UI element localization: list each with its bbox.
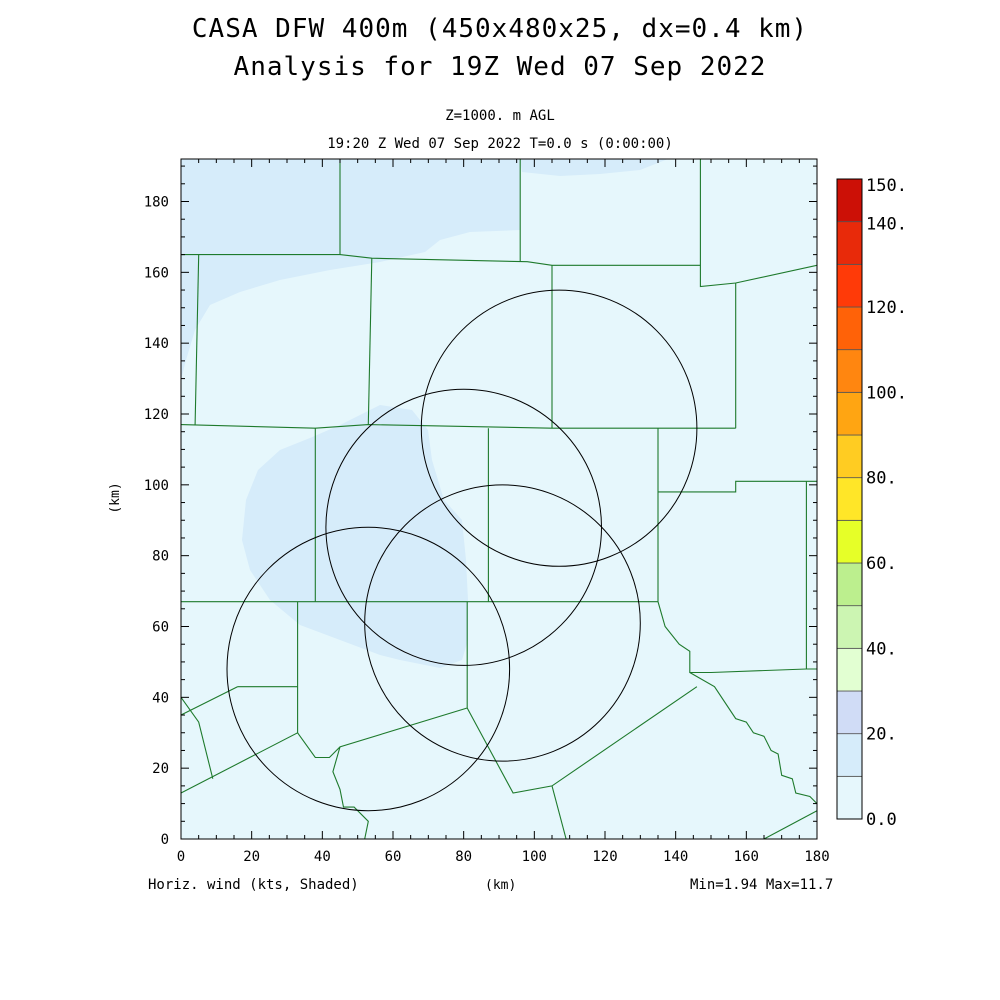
x-tick-label-80: 80 bbox=[455, 849, 472, 865]
x-tick-label-140: 140 bbox=[663, 849, 688, 865]
wind-contour-north bbox=[181, 159, 520, 380]
colorbar-label-1: 20. bbox=[866, 725, 897, 745]
y-tick-label-80: 80 bbox=[152, 549, 169, 565]
colorbar-swatch-7 bbox=[836, 477, 863, 521]
y-tick-label-160: 160 bbox=[144, 265, 169, 281]
county-line-22 bbox=[657, 601, 807, 674]
radar-ring-3 bbox=[226, 526, 511, 812]
chart-subtitle: Analysis for 19Z Wed 07 Sep 2022 bbox=[233, 52, 767, 82]
y-tick-label-100: 100 bbox=[144, 478, 169, 494]
field-min-max: Min=1.94 Max=11.7 bbox=[690, 877, 834, 893]
colorbar-swatch-9 bbox=[836, 391, 863, 436]
colorbar-swatch-1 bbox=[836, 733, 863, 777]
county-line-19 bbox=[181, 696, 214, 779]
colorbar-swatch-13 bbox=[836, 221, 863, 265]
level-label: Z=1000. m AGL bbox=[445, 108, 555, 124]
county-line-7 bbox=[699, 159, 817, 288]
x-tick-label-120: 120 bbox=[592, 849, 617, 865]
colorbar-frame bbox=[836, 178, 863, 820]
x-axis: 0 20 40 60 80 100 120 140 160 180 bbox=[177, 159, 830, 865]
wind-contour-upper bbox=[181, 159, 668, 176]
county-line-24 bbox=[763, 810, 817, 839]
colorbar-swatch-3 bbox=[836, 647, 863, 692]
y-tick-label-40: 40 bbox=[152, 690, 169, 706]
time-label: 19:20 Z Wed 07 Sep 2022 T=0.0 s (0:00:00… bbox=[327, 136, 673, 152]
y-tick-label-20: 20 bbox=[152, 761, 169, 777]
colorbar-label-8: 150. bbox=[866, 176, 907, 196]
y-tick-label-120: 120 bbox=[144, 407, 169, 423]
county-line-25 bbox=[332, 746, 369, 839]
colorbar-swatch-4 bbox=[836, 605, 863, 649]
colorbar-label-7: 140. bbox=[866, 215, 907, 235]
x-tick-label-160: 160 bbox=[734, 849, 759, 865]
radar-ring-2 bbox=[364, 484, 641, 762]
colorbar-label-6: 120. bbox=[866, 298, 907, 318]
colorbar-swatch-12 bbox=[836, 263, 863, 308]
x-tick-label-40: 40 bbox=[314, 849, 331, 865]
county-line-5 bbox=[194, 254, 200, 425]
y-tick-label-60: 60 bbox=[152, 620, 169, 636]
colorbar-label-5: 100. bbox=[866, 383, 907, 403]
county-line-18 bbox=[181, 707, 468, 794]
radar-ring-0 bbox=[420, 289, 698, 567]
y-axis: 0 20 40 60 80 100 120 140 160 180 bbox=[144, 165, 817, 848]
chart-title: CASA DFW 400m (450x480x25, dx=0.4 km) bbox=[191, 14, 809, 44]
county-line-21 bbox=[551, 785, 567, 839]
y-tick-label-180: 180 bbox=[144, 195, 169, 211]
y-tick-label-140: 140 bbox=[144, 336, 169, 352]
x-axis-label: (km) bbox=[485, 878, 517, 893]
colorbar-swatch-14 bbox=[836, 178, 863, 223]
colorbar-swatch-10 bbox=[836, 349, 863, 393]
colorbar-swatch-5 bbox=[836, 562, 863, 607]
radar-coverage-rings bbox=[226, 289, 698, 812]
x-tick-label-100: 100 bbox=[522, 849, 547, 865]
colorbar-swatch-11 bbox=[836, 306, 863, 351]
county-line-20 bbox=[466, 601, 698, 794]
y-tick-label-0: 0 bbox=[161, 832, 169, 848]
colorbar-label-2: 40. bbox=[866, 639, 897, 659]
county-line-6 bbox=[181, 424, 736, 429]
x-tick-label-0: 0 bbox=[177, 849, 185, 865]
colorbar-swatch-0 bbox=[836, 775, 863, 820]
colorbar-swatch-6 bbox=[836, 519, 863, 564]
field-description: Horiz. wind (kts, Shaded) bbox=[148, 877, 359, 893]
x-tick-label-180: 180 bbox=[804, 849, 829, 865]
county-line-13 bbox=[658, 480, 817, 493]
county-line-23 bbox=[689, 672, 817, 804]
colorbar-swatch-2 bbox=[836, 690, 863, 735]
y-axis-label: (km) bbox=[108, 482, 123, 513]
colorbar-label-0: 0.0 bbox=[866, 810, 897, 830]
x-tick-label-20: 20 bbox=[243, 849, 260, 865]
colorbar: 0.0 20. 40. 60. 80. 100. 120. 140. 150. bbox=[836, 176, 907, 830]
colorbar-label-3: 60. bbox=[866, 554, 897, 574]
county-line-3 bbox=[367, 258, 373, 425]
county-line-0 bbox=[181, 254, 701, 266]
county-boundaries bbox=[181, 159, 817, 839]
x-tick-label-60: 60 bbox=[385, 849, 402, 865]
colorbar-label-4: 80. bbox=[866, 469, 897, 489]
colorbar-swatch-8 bbox=[836, 434, 863, 479]
